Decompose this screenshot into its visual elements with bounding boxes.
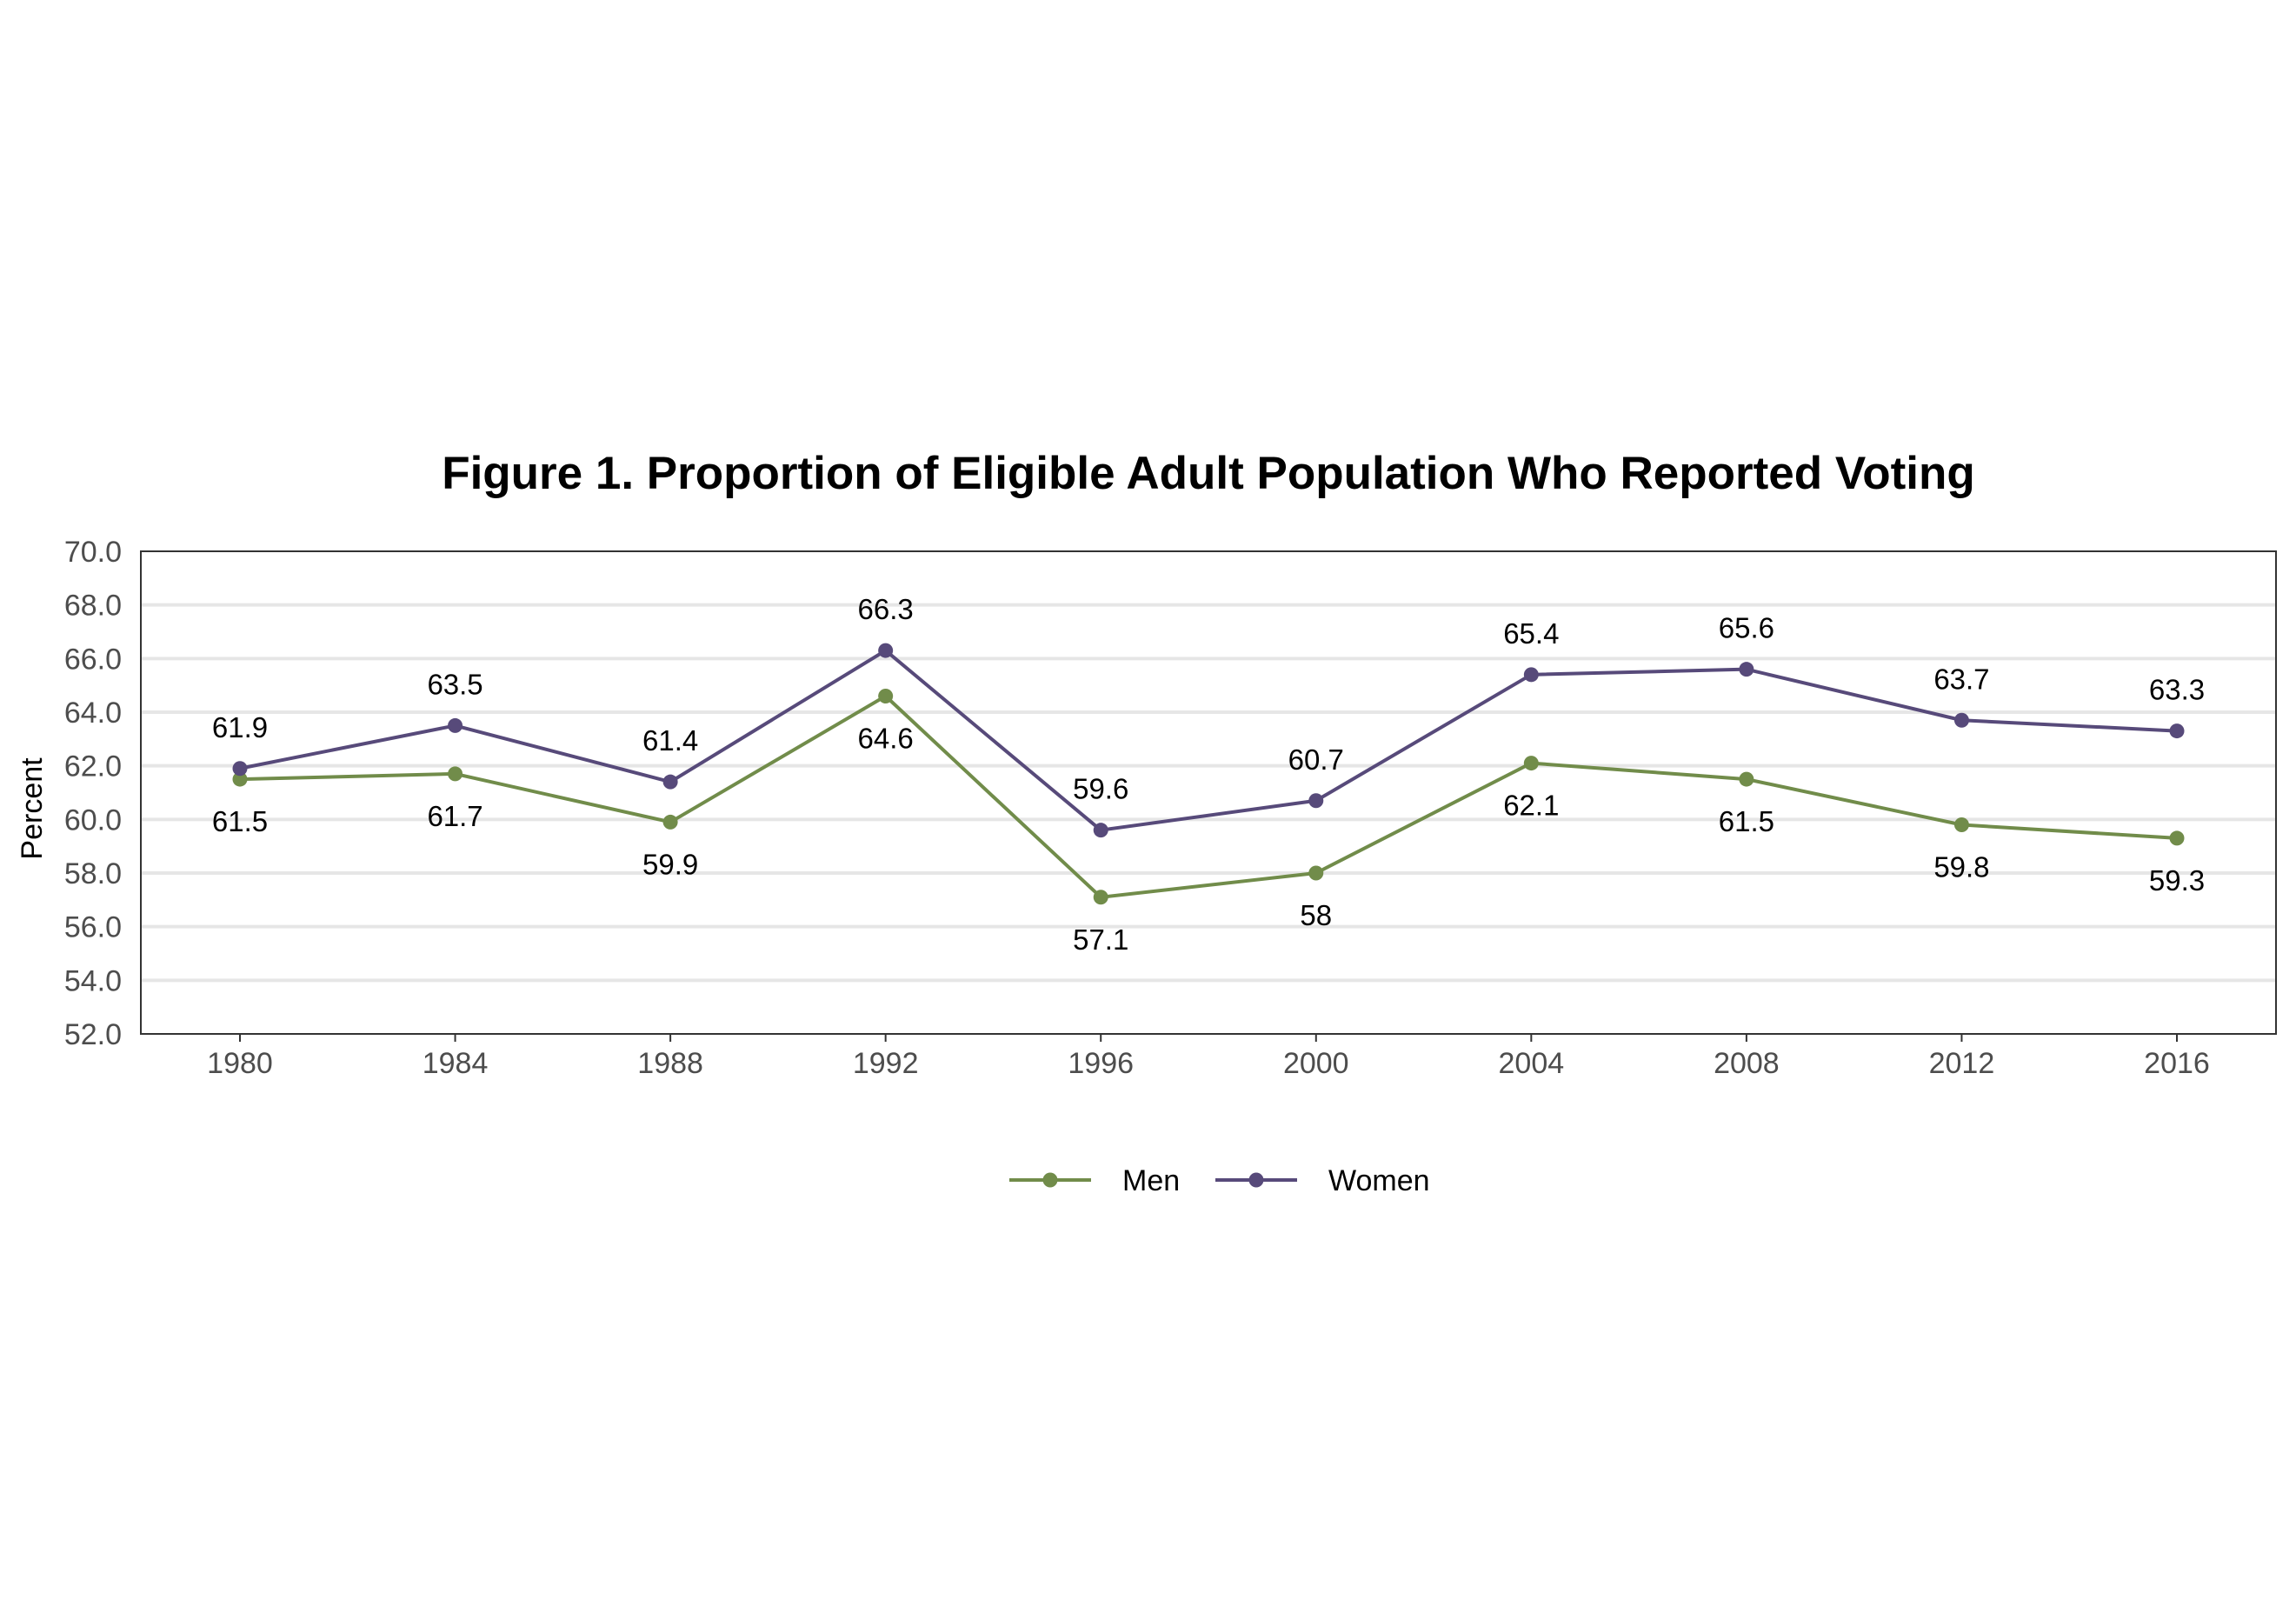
data-point-women: [1739, 662, 1754, 677]
legend-marker: [1042, 1172, 1058, 1188]
x-tick-label: 1996: [1068, 1047, 1134, 1080]
data-point-women: [1093, 823, 1108, 838]
x-tick-label: 1980: [207, 1047, 273, 1080]
data-point-men: [1308, 865, 1324, 881]
data-point-men: [878, 689, 894, 703]
x-tick-label: 2012: [1929, 1047, 1995, 1080]
data-point-women: [2169, 723, 2185, 739]
data-label: 65.6: [1719, 612, 1774, 644]
data-label: 61.5: [212, 805, 268, 837]
y-tick-label: 68.0: [64, 590, 122, 623]
x-axis: 1980 1984 1988 1992 1996 2000 2004 2008 2012 2016: [207, 1034, 2210, 1080]
data-point-men: [1953, 817, 1969, 832]
series-line-men: [239, 694, 2178, 899]
data-labels-women: 61.9 63.5 61.4 66.3 59.6 60.7 65.4 65.6 63.7 63.3: [212, 593, 2205, 805]
data-point-women: [878, 643, 894, 658]
data-label: 58: [1300, 899, 1332, 931]
gridlines: [141, 603, 2276, 983]
data-point-men: [232, 771, 248, 787]
y-tick-label: 54.0: [64, 964, 122, 997]
data-label: 59.8: [1933, 851, 1989, 883]
data-point-men: [448, 766, 463, 782]
chart-title: Figure 1. Proportion of Eligible Adult P…: [442, 448, 1975, 499]
legend-item-men: Men: [1009, 1164, 1180, 1197]
data-label: 61.5: [1719, 805, 1774, 837]
data-point-men: [1523, 756, 1539, 771]
data-point-women: [232, 761, 248, 777]
x-tick-label: 2008: [1714, 1047, 1780, 1080]
data-point-women: [1308, 793, 1324, 809]
legend-marker: [1248, 1172, 1264, 1188]
y-tick-label: 66.0: [64, 643, 122, 676]
x-tick-label: 2004: [1499, 1047, 1565, 1080]
y-tick-label: 70.0: [64, 536, 122, 569]
x-tick-label: 1988: [637, 1047, 703, 1080]
legend-item-women: Women: [1215, 1164, 1430, 1197]
data-point-women: [1523, 667, 1539, 683]
data-point-women: [662, 774, 678, 790]
legend-label: Men: [1122, 1164, 1180, 1197]
data-point-men: [2169, 830, 2185, 846]
legend-label: Women: [1328, 1164, 1430, 1197]
plot-frame: [140, 550, 2277, 1035]
x-tick-label: 2016: [2144, 1047, 2210, 1080]
y-tick-label: 56.0: [64, 911, 122, 944]
data-label: 66.3: [858, 593, 914, 625]
data-label: 62.1: [1503, 790, 1559, 822]
x-tick-label: 1992: [853, 1047, 919, 1080]
y-tick-label: 52.0: [64, 1018, 122, 1051]
data-label: 57.1: [1073, 923, 1128, 956]
series-line-women: [239, 649, 2178, 832]
x-tick-label: 2000: [1283, 1047, 1349, 1080]
data-point-women: [448, 717, 463, 733]
y-tick-label: 58.0: [64, 857, 122, 890]
data-label: 59.6: [1073, 773, 1128, 805]
data-label: 60.7: [1288, 743, 1344, 776]
data-label: 63.5: [427, 668, 482, 700]
y-axis: 52.0 54.0 56.0 58.0 60.0 62.0 64.0 66.0 68.0 70.0: [64, 536, 122, 1051]
y-axis-label: Percent: [16, 757, 49, 860]
y-tick-label: 60.0: [64, 803, 122, 837]
data-label: 63.7: [1933, 663, 1989, 695]
data-label: 61.4: [642, 724, 698, 757]
data-label: 59.9: [642, 848, 698, 880]
data-point-men: [1739, 771, 1754, 787]
series-men: [232, 689, 2185, 905]
series-women: [232, 643, 2185, 838]
y-tick-label: 62.0: [64, 750, 122, 783]
data-point-men: [662, 814, 678, 830]
data-label: 59.3: [2149, 864, 2205, 897]
data-label: 61.9: [212, 711, 268, 743]
y-tick-label: 64.0: [64, 697, 122, 730]
data-point-men: [1093, 890, 1108, 905]
legend: Men Women: [1009, 1164, 1430, 1197]
data-label: 61.7: [427, 800, 482, 832]
data-label: 65.4: [1503, 617, 1559, 650]
data-label: 63.3: [2149, 674, 2205, 706]
x-tick-label: 1984: [423, 1047, 489, 1080]
data-labels-men: 61.5 61.7 59.9 64.6 57.1 58 62.1 61.5 59.8 59.3: [212, 723, 2205, 956]
data-label: 64.6: [858, 723, 914, 755]
data-point-women: [1953, 712, 1969, 728]
